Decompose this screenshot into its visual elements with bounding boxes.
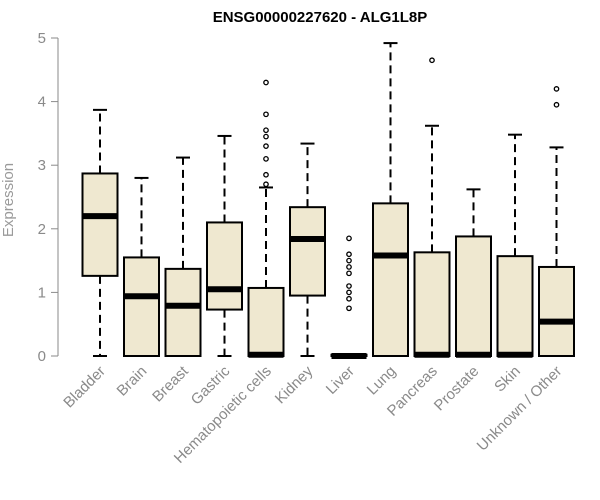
boxes-group bbox=[81, 42, 575, 359]
y-tick-label: 1 bbox=[38, 284, 46, 301]
outlier-point bbox=[346, 235, 352, 242]
x-tick-label: Skin bbox=[491, 363, 524, 396]
box-body bbox=[372, 202, 409, 357]
box-liver bbox=[330, 235, 368, 359]
y-tick-label: 2 bbox=[38, 221, 46, 238]
y-tick-label: 3 bbox=[38, 157, 46, 174]
box-hematopoietic-cells bbox=[247, 79, 285, 358]
x-tick-label: Breast bbox=[149, 362, 192, 405]
box-body bbox=[413, 251, 451, 357]
box-body bbox=[206, 221, 243, 311]
box-body bbox=[247, 286, 285, 357]
outlier-point bbox=[346, 283, 352, 289]
box-prostate bbox=[455, 188, 492, 358]
box-breast bbox=[164, 156, 202, 358]
outlier-point bbox=[263, 127, 269, 134]
y-tick-label: 4 bbox=[38, 94, 46, 111]
outlier-point bbox=[553, 101, 560, 108]
y-axis-label: Expression bbox=[0, 163, 17, 237]
box-kidney bbox=[289, 142, 326, 357]
box-skin bbox=[496, 133, 534, 358]
box-body bbox=[123, 256, 160, 358]
outlier-point bbox=[553, 86, 560, 92]
chart-title: ENSG00000227620 - ALG1L8P bbox=[213, 9, 428, 26]
box-brain bbox=[123, 176, 160, 358]
x-tick-label: Kidney bbox=[272, 362, 317, 407]
box-pancreas bbox=[413, 57, 451, 358]
box-body bbox=[289, 206, 326, 297]
outlier-point bbox=[263, 181, 269, 188]
outlier-point bbox=[346, 305, 352, 312]
outlier-point bbox=[346, 251, 352, 258]
box-body bbox=[496, 255, 534, 358]
x-tick-label: Lung bbox=[364, 363, 400, 399]
outlier-point bbox=[429, 57, 435, 64]
box-body bbox=[164, 267, 202, 358]
x-tick-label: Prostate bbox=[431, 363, 483, 415]
x-tick-label: Bladder bbox=[60, 363, 109, 412]
box-gastric bbox=[206, 134, 243, 357]
outlier-point bbox=[263, 155, 269, 162]
outlier-point bbox=[346, 264, 352, 270]
outlier-point bbox=[346, 270, 352, 277]
box-lung bbox=[372, 42, 409, 357]
x-tick-label: Brain bbox=[114, 363, 151, 400]
y-tick-label: 0 bbox=[38, 348, 46, 365]
box-body bbox=[455, 235, 492, 358]
y-axis: 0 1 2 3 4 5 bbox=[38, 30, 59, 365]
y-tick-label: 5 bbox=[38, 30, 46, 47]
x-tick-label: Liver bbox=[323, 363, 358, 398]
outlier-point bbox=[346, 289, 352, 296]
outlier-point bbox=[263, 79, 269, 86]
box-bladder bbox=[81, 108, 119, 357]
outlier-point bbox=[263, 171, 269, 178]
outlier-point bbox=[263, 111, 269, 118]
outlier-point bbox=[263, 143, 269, 149]
outlier-point bbox=[346, 257, 352, 264]
box-unknown-other bbox=[538, 86, 575, 357]
box-body bbox=[81, 172, 119, 277]
outlier-point bbox=[346, 295, 352, 302]
outlier-point bbox=[263, 133, 269, 140]
box-body bbox=[538, 265, 575, 357]
